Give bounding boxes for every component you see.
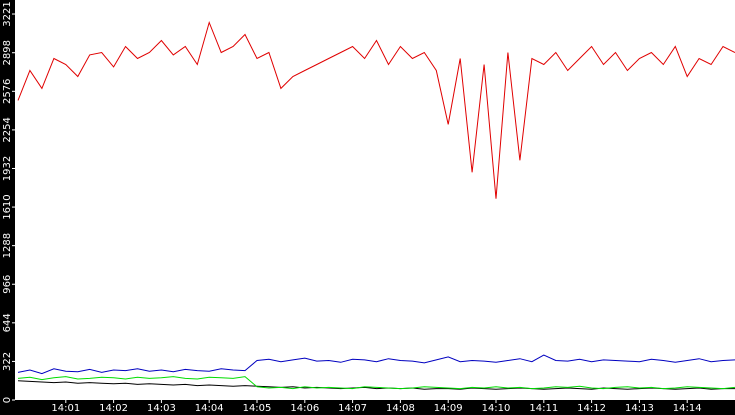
y-tick-label: 1610 — [2, 194, 13, 219]
x-tick-label: 14:14 — [673, 403, 702, 414]
y-tick-label: 966 — [2, 275, 13, 294]
x-tick-label: 14:10 — [482, 403, 511, 414]
y-tick-label: 644 — [2, 313, 13, 332]
x-tick-label: 14:11 — [529, 403, 558, 414]
x-tick-label: 14:05 — [243, 403, 272, 414]
series-line — [17, 354, 735, 375]
y-tick-label: 2898 — [2, 40, 13, 65]
y-tick-label: 2254 — [2, 117, 13, 142]
x-axis-strip — [0, 400, 735, 415]
x-tick-label: 14:01 — [51, 403, 80, 414]
series-line — [17, 20, 735, 199]
x-tick-label: 14:13 — [625, 403, 654, 414]
series-line — [17, 380, 735, 390]
x-tick-label: 14:02 — [99, 403, 128, 414]
x-tick-label: 14:07 — [338, 403, 367, 414]
x-tick-label: 14:03 — [147, 403, 176, 414]
x-tick-label: 14:09 — [434, 403, 463, 414]
x-tick-label: 14:06 — [290, 403, 319, 414]
y-tick-label: 3221 — [2, 1, 13, 26]
x-tick-label: 14:08 — [386, 403, 415, 414]
y-tick-label: 1288 — [2, 233, 13, 258]
series-line — [17, 376, 735, 390]
y-axis-strip — [0, 0, 15, 415]
y-tick-label: 322 — [2, 352, 13, 371]
y-tick-label: 2576 — [2, 79, 13, 104]
y-tick-label: 1932 — [2, 156, 13, 181]
x-tick-label: 14:04 — [195, 403, 224, 414]
x-tick-label: 14:12 — [577, 403, 606, 414]
y-tick-label: 0 — [2, 397, 13, 403]
